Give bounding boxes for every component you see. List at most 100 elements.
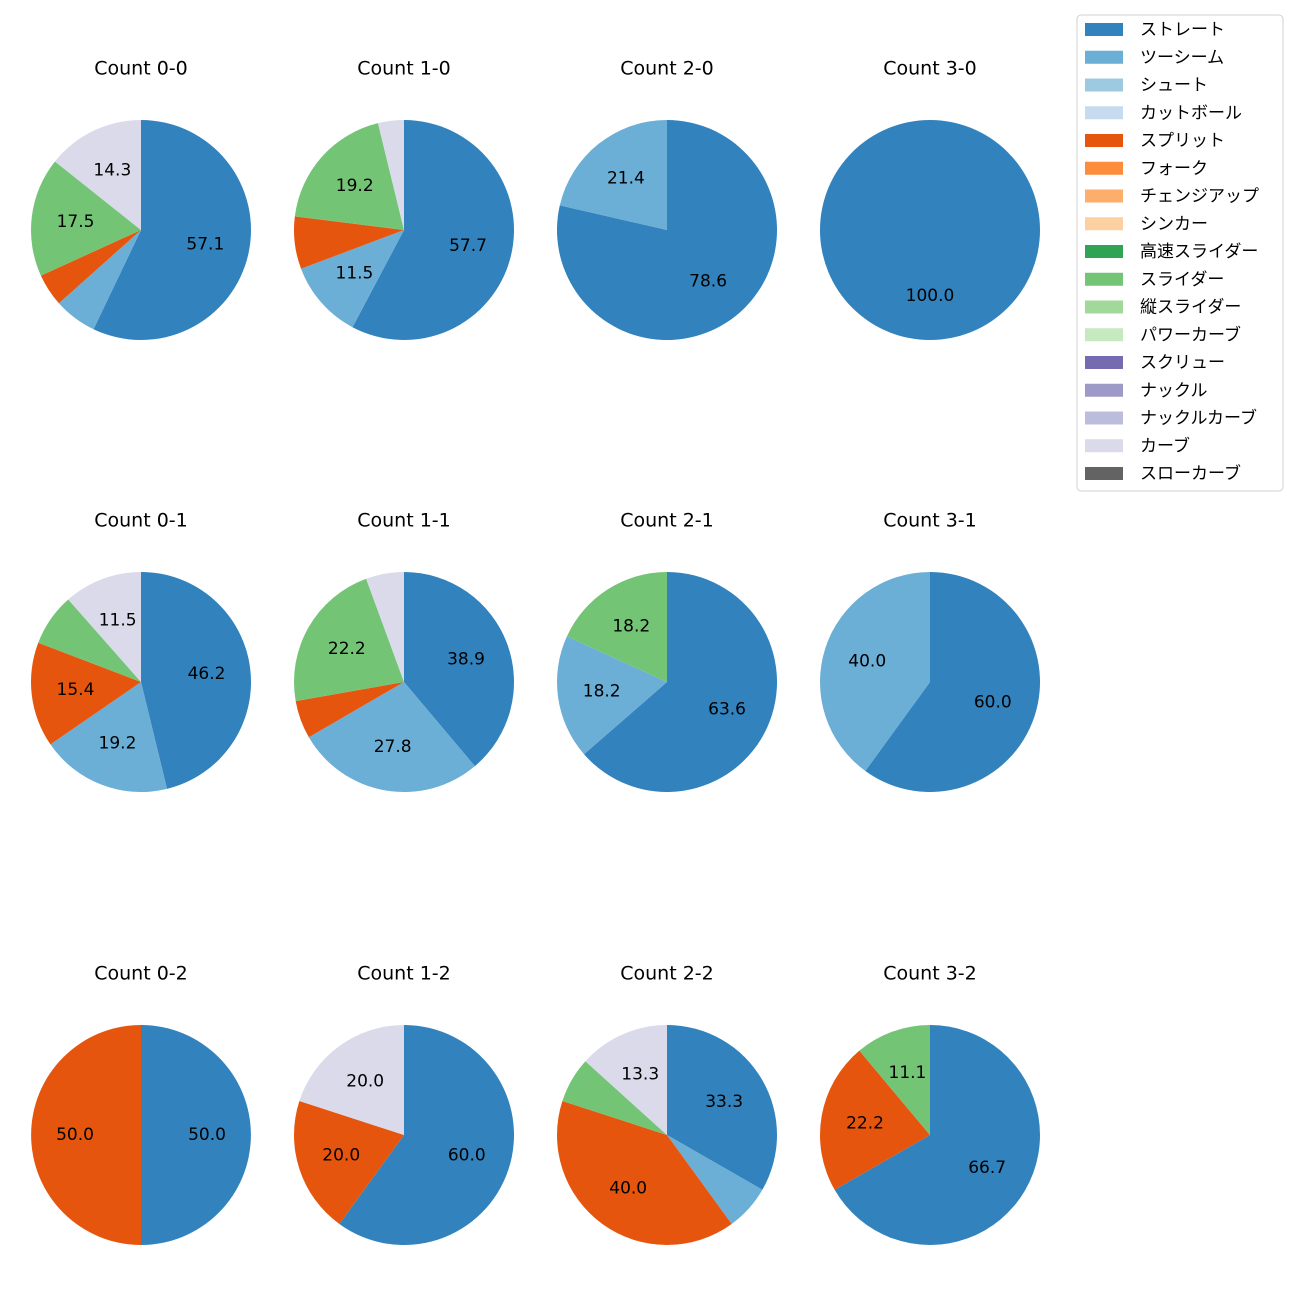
legend-swatch: [1085, 189, 1123, 203]
chart-title: Count 0-1: [94, 510, 188, 532]
pie-slice: [557, 1101, 732, 1245]
legend-swatch: [1085, 245, 1123, 258]
pie-slice: [557, 636, 667, 755]
chart-title: Count 3-2: [883, 963, 977, 985]
pie-slice: [859, 1025, 930, 1135]
legend-box: [1076, 14, 1284, 492]
legend-swatch: [1085, 78, 1123, 92]
pie-slice: [301, 230, 404, 328]
legend-swatch: [1085, 328, 1123, 342]
value-label: 100.0: [906, 286, 955, 306]
legend-label: ナックル: [1140, 381, 1208, 401]
pie-slice: [339, 1025, 515, 1246]
value-label: 46.2: [188, 664, 226, 684]
chart-title: Count 3-0: [883, 58, 977, 80]
legend-label: ツーシーム: [1140, 48, 1224, 68]
value-label: 60.0: [448, 1145, 486, 1165]
legend-swatch: [1085, 217, 1123, 231]
legend-swatch: [1085, 439, 1123, 453]
chart-title: Count 0-2: [94, 963, 188, 985]
legend-label: カットボール: [1140, 103, 1242, 123]
pie-slice: [557, 120, 778, 340]
value-label: 21.4: [607, 168, 645, 188]
value-label: 14.3: [93, 161, 131, 181]
legend-label: スローカーブ: [1140, 463, 1241, 484]
value-label: 19.2: [336, 176, 374, 196]
value-label: 22.2: [328, 639, 366, 659]
pie-slice: [31, 1025, 141, 1245]
value-label: 18.2: [583, 682, 621, 702]
legend-swatch: [1085, 356, 1123, 369]
pie-slice: [294, 216, 404, 269]
pie-slice: [865, 572, 1040, 792]
pie-slice: [293, 578, 404, 702]
pie-slice: [559, 120, 667, 230]
value-label: 57.7: [449, 236, 487, 256]
value-label: 15.4: [57, 680, 95, 700]
value-label: 11.5: [99, 610, 137, 630]
pie-slice: [141, 1025, 251, 1245]
value-label: 20.0: [346, 1072, 384, 1092]
value-label: 33.3: [705, 1092, 743, 1112]
pie-slice: [31, 161, 141, 276]
value-label: 27.8: [374, 737, 412, 757]
pie-slice: [667, 1025, 777, 1190]
value-label: 20.0: [322, 1145, 360, 1165]
pie-slice: [352, 120, 514, 340]
pie-slice: [308, 682, 475, 792]
legend-swatch: [1085, 467, 1123, 480]
legend-label: スライダー: [1140, 270, 1224, 290]
legend-swatch: [1085, 300, 1123, 314]
pie-slice: [366, 572, 404, 682]
chart-title: Count 3-1: [883, 510, 977, 532]
chart-title: Count 2-2: [620, 963, 714, 985]
chart-title: Count 2-0: [620, 58, 714, 80]
legend-swatch: [1085, 272, 1123, 286]
pie-slice: [68, 572, 141, 682]
value-label: 50.0: [56, 1125, 94, 1145]
pie-slice: [58, 230, 141, 330]
pie-slice: [566, 572, 667, 682]
chart-title: Count 1-2: [357, 963, 451, 985]
value-label: 18.2: [612, 616, 650, 636]
value-label: 11.5: [336, 264, 374, 284]
legend-swatch: [1085, 50, 1123, 64]
legend-label: カーブ: [1140, 435, 1190, 456]
pie-slice: [295, 682, 404, 738]
pie-slice: [38, 599, 141, 682]
value-label: 13.3: [621, 1065, 659, 1085]
pie-slice: [562, 1061, 667, 1135]
value-label: 40.0: [609, 1178, 647, 1198]
pie-slice: [54, 119, 141, 230]
chart-title: Count 1-0: [357, 58, 451, 80]
legend-label: パワーカーブ: [1140, 324, 1241, 345]
pie-slice: [667, 1135, 763, 1224]
legend-label: チェンジアップ: [1140, 187, 1259, 207]
legend-swatch: [1085, 23, 1123, 36]
pie-slice: [141, 572, 252, 789]
pie-slice: [40, 230, 141, 304]
value-label: 40.0: [848, 652, 886, 672]
value-label: 57.1: [186, 235, 224, 255]
legend-swatch: [1085, 106, 1123, 120]
legend-swatch: [1085, 134, 1123, 147]
legend-label: 高速スライダー: [1140, 242, 1258, 262]
value-label: 38.9: [447, 649, 485, 669]
pie-slice: [377, 120, 404, 230]
pie-slice: [820, 1050, 930, 1190]
chart-title: Count 0-0: [94, 58, 188, 80]
pie-slice: [50, 682, 168, 792]
legend-label: シュート: [1140, 76, 1208, 96]
chart-title: Count 2-1: [620, 510, 714, 532]
pie-slice: [30, 642, 142, 745]
legend-label: スクリュー: [1140, 353, 1225, 373]
legend-swatch: [1085, 411, 1123, 425]
pie-slice: [404, 572, 514, 767]
pie-slice: [294, 123, 404, 230]
pie-slice: [820, 120, 1040, 340]
legend-label: フォーク: [1140, 159, 1208, 179]
value-label: 78.6: [689, 272, 727, 292]
legend-label: シンカー: [1140, 214, 1208, 234]
